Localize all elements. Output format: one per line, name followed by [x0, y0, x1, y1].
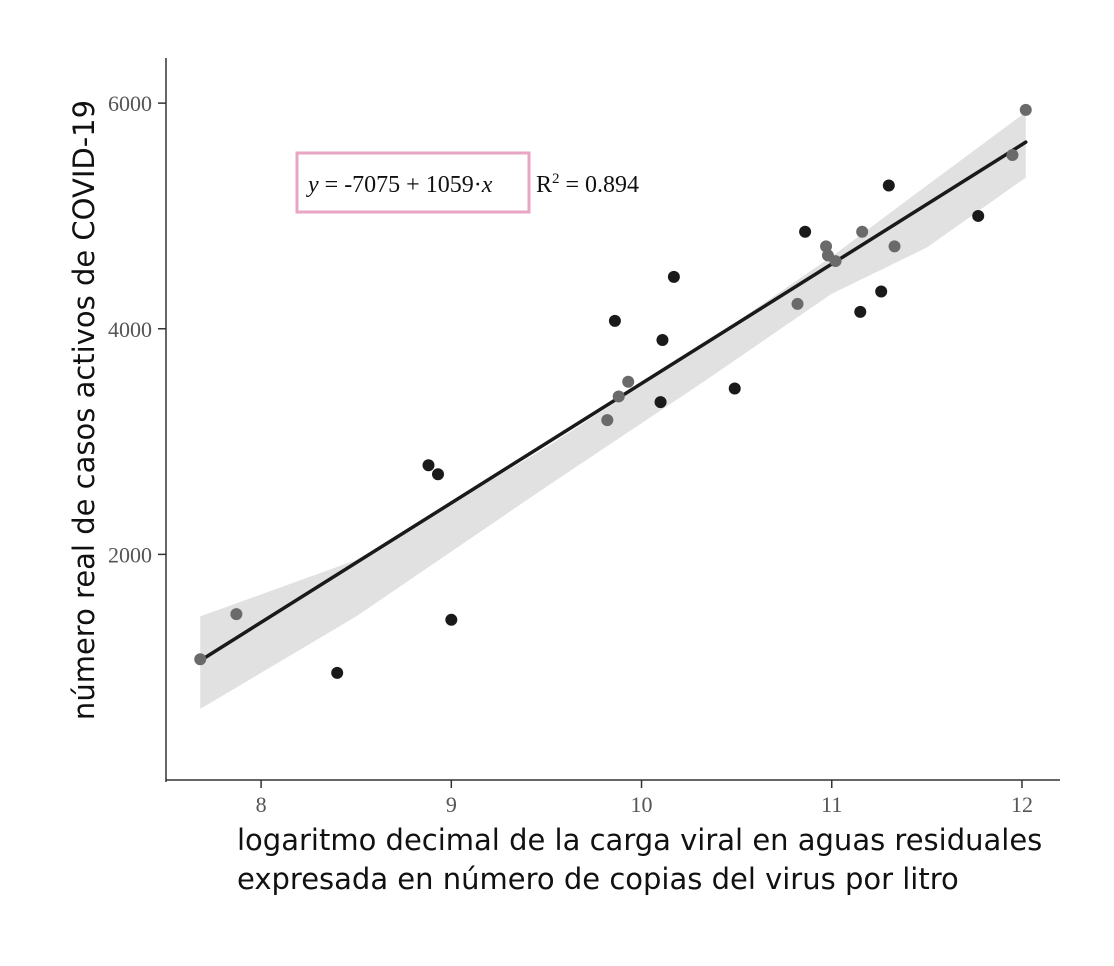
y-axis-title: número real de casos activos de COVID-19	[67, 100, 101, 720]
confidence-band	[200, 112, 1026, 709]
data-point	[230, 608, 243, 621]
data-point	[1006, 149, 1019, 162]
data-point	[608, 314, 621, 327]
x-tick-label: 9	[446, 792, 457, 817]
data-point	[331, 666, 344, 679]
data-point	[799, 225, 812, 238]
data-point	[820, 240, 833, 253]
data-point	[432, 468, 445, 481]
data-point	[856, 225, 869, 238]
data-point	[601, 414, 614, 427]
data-point	[194, 653, 207, 666]
r-squared-label: R2 = 0.894	[536, 171, 639, 198]
y-ticks: 2000 4000 6000	[108, 91, 166, 567]
data-point	[882, 179, 895, 192]
data-point	[829, 255, 842, 268]
y-tick-label: 4000	[108, 317, 152, 342]
data-point	[875, 285, 888, 298]
r-squared-base: R	[536, 172, 552, 198]
data-point	[612, 390, 625, 403]
x-axis-title-line-1: logaritmo decimal de la carga viral en a…	[237, 823, 1042, 857]
data-point	[728, 382, 741, 395]
data-point	[791, 297, 804, 310]
data-points	[194, 103, 1032, 679]
equation-highlight-box	[295, 151, 531, 214]
x-tick-label: 12	[1011, 792, 1033, 817]
data-point	[1019, 103, 1032, 116]
data-point	[667, 270, 680, 283]
data-point	[854, 305, 867, 318]
equation-formula: = -7075 + 1059·	[319, 172, 482, 198]
r-squared-value: = 0.894	[560, 172, 640, 198]
data-point	[622, 375, 635, 388]
regression-equation: y = -7075 + 1059·x	[306, 172, 493, 198]
y-tick-label: 2000	[108, 542, 152, 567]
x-tick-label: 8	[256, 792, 267, 817]
data-point	[888, 240, 901, 253]
data-point	[654, 396, 667, 409]
axes	[165, 58, 1060, 782]
equation-y-variable: y	[306, 172, 319, 198]
data-point	[422, 459, 435, 472]
y-tick-label: 6000	[108, 91, 152, 116]
data-point	[972, 209, 985, 222]
x-tick-label: 11	[821, 792, 842, 817]
r-squared-superscript: 2	[552, 171, 560, 187]
x-ticks: 8 9 10 11 12	[256, 780, 1033, 817]
data-point	[445, 613, 458, 626]
equation-x-variable: x	[481, 172, 493, 198]
x-tick-label: 10	[631, 792, 653, 817]
regression-line	[198, 140, 1028, 663]
data-point	[656, 334, 669, 347]
x-axis-title-line-2: expresada en número de copias del virus …	[237, 862, 959, 896]
